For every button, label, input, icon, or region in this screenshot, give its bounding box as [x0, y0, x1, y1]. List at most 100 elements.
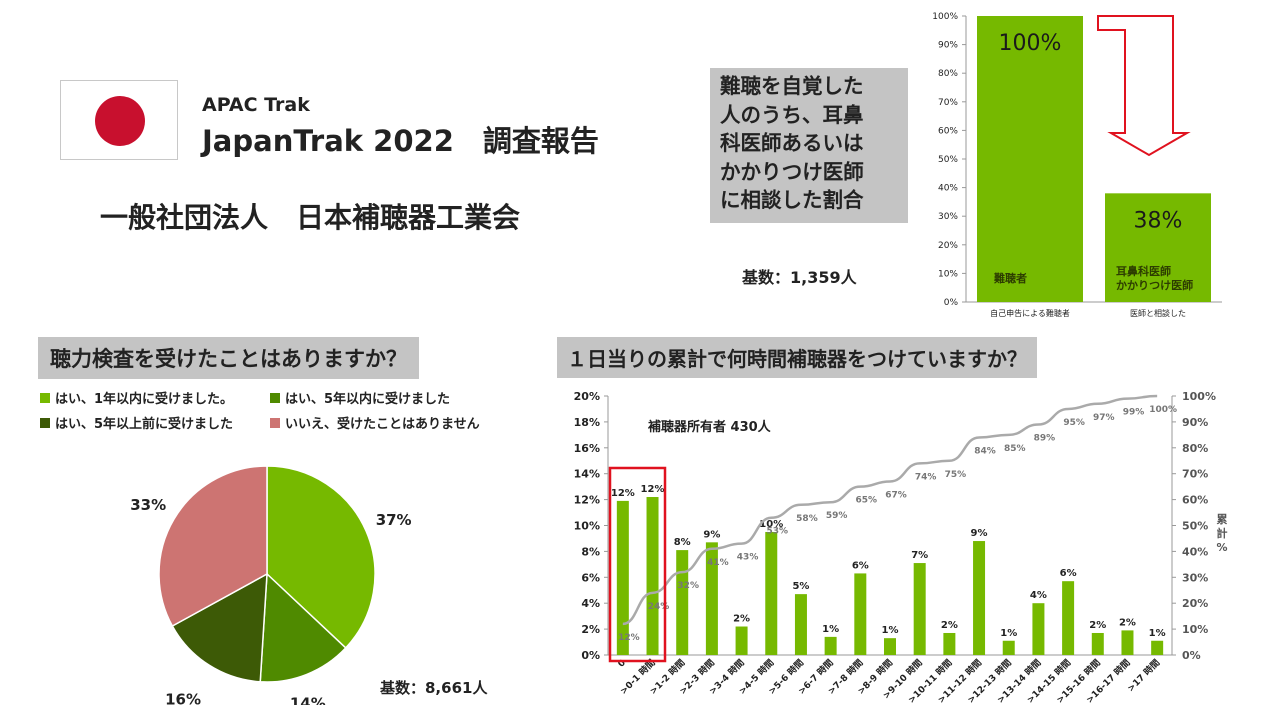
pie-slice — [171, 572, 268, 683]
cumulative-label: 24% — [648, 602, 670, 612]
wear-bar — [646, 497, 659, 655]
pie-slice — [158, 465, 268, 628]
consult-bar-chart: 0% 10% 20% 30% 40% 50% 60% 70% 80% 90% 100% 100% 難聴… — [932, 12, 1222, 318]
bar-value-label: 1% — [882, 625, 899, 636]
flag-sun — [95, 96, 145, 146]
y-tick-label: 20% — [574, 390, 600, 403]
y-tick-label: 0% — [944, 298, 959, 308]
bar-value-label: 8% — [674, 537, 691, 548]
consult-bar — [977, 16, 1083, 302]
wear-bar — [794, 594, 807, 655]
y2-tick-label: 30% — [1182, 571, 1208, 584]
consult-question-line: 科医師あるいは — [720, 131, 864, 155]
cumulative-label: 58% — [796, 514, 818, 524]
y-tick-label: 50% — [938, 155, 958, 165]
bar-value-label: 9% — [703, 529, 720, 540]
consult-question-line: 人のうち、耳鼻 — [720, 102, 864, 127]
wear-bar — [913, 563, 926, 655]
cumulative-label: 99% — [1123, 408, 1145, 418]
pie-slice — [259, 572, 347, 683]
y2-axis-label: % — [1216, 541, 1227, 554]
bar-value-label: 10% — [759, 519, 783, 530]
x-category-label: 自己申告による難聴者 — [990, 308, 1070, 318]
y2-tick-label: 20% — [1182, 597, 1208, 610]
bar-value-label: 1% — [1149, 628, 1166, 639]
cumulative-label: 74% — [915, 472, 937, 482]
y2-axis-label: 累 — [1217, 513, 1228, 526]
cumulative-label: 85% — [1004, 444, 1026, 454]
y2-tick-label: 100% — [1182, 390, 1216, 403]
organization-name: 一般社団法人 日本補聴器工業会 — [100, 201, 521, 234]
bar-value-label: 2% — [941, 620, 958, 631]
y-tick-label: 70% — [938, 98, 958, 108]
y-tick-label: 10% — [938, 269, 958, 279]
cumulative-label: 43% — [737, 553, 759, 563]
bar-inner-label: 耳鼻科医師 — [1116, 264, 1171, 278]
cumulative-label: 67% — [885, 490, 907, 500]
bar-value-label: 12% — [611, 488, 635, 499]
wear-time-question: １日当りの累計で何時間補聴器をつけていますか？ — [557, 337, 1037, 378]
pie-slice — [266, 465, 376, 649]
highlight-box — [608, 466, 667, 663]
y-tick-label: 10% — [574, 520, 600, 533]
down-arrow-icon — [1097, 15, 1191, 157]
bar-value-label: 12% — [641, 484, 665, 495]
consult-question-line: かかりつけ医師 — [720, 159, 864, 184]
consult-base-count: 基数：1,359人 — [742, 268, 857, 287]
cumulative-label: 95% — [1063, 418, 1085, 428]
y-tick-label: 100% — [932, 12, 958, 22]
pie-value-label: 37% — [376, 511, 412, 529]
y-tick-label: 20% — [938, 241, 958, 251]
y-tick-label: 60% — [938, 126, 958, 136]
cumulative-label: 84% — [974, 446, 996, 456]
bar-value-label: 6% — [1060, 568, 1077, 579]
cumulative-label: 53% — [766, 527, 788, 537]
x-category-label: 0 — [616, 658, 628, 670]
y2-axis-label: 計 — [1217, 526, 1228, 540]
consult-bar — [1105, 193, 1211, 302]
y2-tick-label: 70% — [1182, 468, 1208, 481]
y-tick-label: 8% — [581, 545, 600, 558]
y-tick-label: 18% — [574, 416, 600, 429]
bar-inner-label: かかりつけ医師 — [1116, 278, 1193, 292]
wear-bar — [705, 542, 718, 655]
legend-item: はい、1年以内に受けました。 — [40, 388, 233, 407]
cumulative-label: 75% — [945, 470, 967, 480]
cumulative-label: 100% — [1149, 405, 1177, 415]
x-category-label: >17 時間 — [1125, 657, 1163, 695]
japan-flag-icon — [60, 80, 178, 160]
y-tick-label: 12% — [574, 494, 600, 507]
pie-value-label: 33% — [130, 496, 166, 514]
y2-tick-label: 10% — [1182, 623, 1208, 636]
bar-value-label: 2% — [1119, 617, 1136, 628]
wear-bar — [1062, 581, 1075, 655]
wear-bar — [1151, 640, 1164, 655]
wear-bar — [765, 531, 778, 655]
y-tick-label: 90% — [938, 41, 958, 51]
y-tick-label: 80% — [938, 69, 958, 79]
cumulative-label: 97% — [1093, 413, 1115, 423]
y-tick-label: 0% — [581, 649, 600, 662]
wear-bar — [616, 500, 629, 655]
hearing-test-base-count: 基数：8,661人 — [380, 679, 488, 697]
y2-tick-label: 80% — [1182, 442, 1208, 455]
bar-value-label: 1% — [822, 624, 839, 635]
wear-bar — [824, 636, 837, 655]
wear-bar — [943, 632, 956, 655]
y-tick-label: 14% — [574, 468, 600, 481]
bar-value-label: 9% — [971, 528, 988, 539]
x-category-label: 医師と相談した — [1130, 308, 1186, 318]
cumulative-line — [622, 394, 1158, 626]
bar-value-label: 5% — [792, 581, 809, 592]
wear-bar — [854, 573, 867, 655]
bar-value-label: 100% — [999, 31, 1062, 56]
bar-value-label: 7% — [911, 550, 928, 561]
cumulative-label: 89% — [1034, 433, 1056, 443]
legend-item: いいえ、受けたことはありません — [270, 413, 480, 432]
pie-legend: はい、1年以内に受けました。 はい、5年以内に受けました はい、5年以上前に受け… — [40, 388, 520, 436]
legend-item: はい、5年以上前に受けました — [40, 413, 233, 432]
report-title: JapanTrak 2022 調査報告 — [202, 124, 599, 158]
wear-bar — [1002, 640, 1015, 655]
bar-value-label: 38% — [1134, 208, 1183, 233]
wear-bar — [1032, 603, 1045, 655]
